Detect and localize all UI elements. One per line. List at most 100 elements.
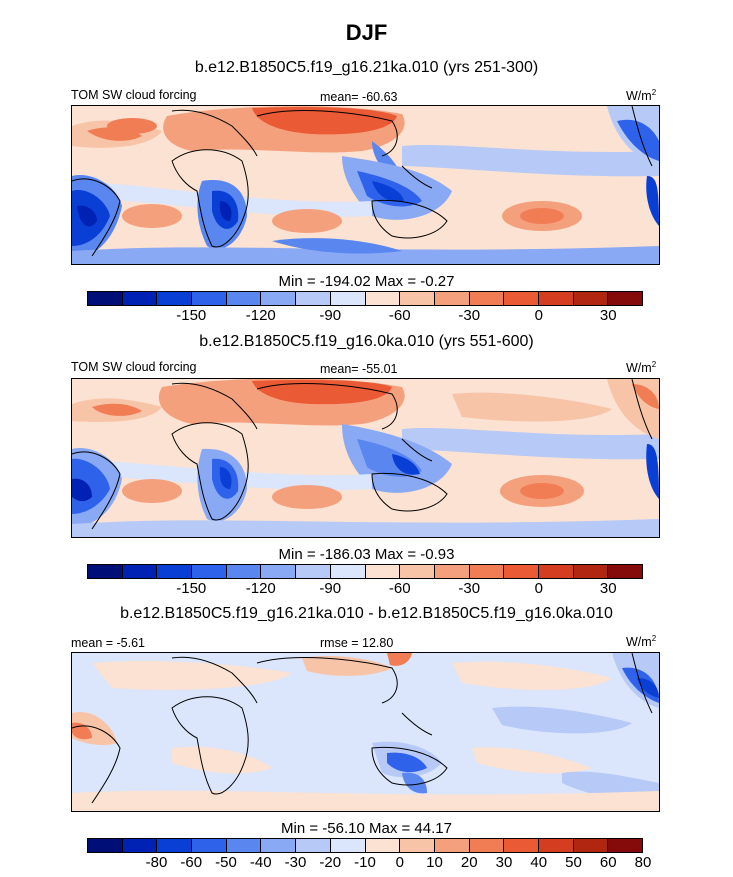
colorbar-swatch [538,565,574,578]
colorbar-swatch [296,292,331,305]
colorbar-swatch [157,292,193,305]
panel-1-units-label: W/m2 [626,88,657,104]
colorbar-swatch [226,839,262,852]
colorbar-tick-label: 30 [599,307,617,324]
figure-title: DJF [345,20,388,45]
colorbar-swatch [400,839,435,852]
colorbar-swatch [365,292,401,305]
colorbar-tick-label: -30 [284,854,307,871]
panel-1-colorbar [87,291,643,306]
colorbar-swatch [88,839,123,852]
colorbar-tick-label: -60 [180,854,203,871]
colorbar-tick-label: -90 [319,580,342,597]
colorbar-swatch [192,839,227,852]
colorbar-swatch [226,292,262,305]
panel-2-min-max: Min = -186.03 Max = -0.93 [278,546,455,563]
panel-1-colorbar-ticks: -150 -120 -90 -60 -30 0 30 [0,307,733,325]
colorbar-tick-label: -120 [245,307,276,324]
colorbar-swatch [434,839,470,852]
colorbar-tick-label: -90 [319,307,342,324]
colorbar-swatch [469,292,505,305]
colorbar-tick-label: -50 [215,854,237,871]
colorbar-swatch [122,565,158,578]
colorbar-swatch [365,839,401,852]
colorbar-tick-label: 60 [599,854,617,871]
panel-1-case-title: b.e12.B1850C5.f19_g16.21ka.010 (yrs 251-… [194,59,539,76]
colorbar-swatch [330,839,366,852]
colorbar-swatch [330,565,366,578]
colorbar-swatch [400,292,435,305]
colorbar-swatch [122,839,158,852]
panel-2-case-title: b.e12.B1850C5.f19_g16.0ka.010 (yrs 551-6… [199,333,534,350]
panel-3-case-title: b.e12.B1850C5.f19_g16.21ka.010 - b.e12.B… [120,605,613,622]
colorbar-swatch [469,565,505,578]
colorbar-swatch [192,292,227,305]
colorbar-tick-label: -30 [458,580,481,597]
colorbar-swatch [538,292,574,305]
colorbar-tick-label: 80 [634,854,652,871]
panel-2-units-label: W/m2 [626,360,657,376]
panel-2-map-field [72,379,659,537]
panel-1-map-field [72,106,659,264]
colorbar-tick-label: -80 [145,854,168,871]
panel-3-colorbar [87,838,643,853]
colorbar-tick-label: -60 [388,307,411,324]
panel-3-units-label: W/m2 [626,634,657,650]
colorbar-swatch [296,565,331,578]
colorbar-swatch [573,565,609,578]
colorbar-swatch [157,565,193,578]
panel-1-mean-label: mean= -60.63 [320,90,398,104]
colorbar-tick-label: -150 [176,580,207,597]
colorbar-swatch [504,292,539,305]
colorbar-swatch [261,292,297,305]
panel-3-map [71,652,660,812]
colorbar-swatch [88,565,123,578]
colorbar-swatch [400,565,435,578]
colorbar-swatch [504,839,539,852]
colorbar-tick-label: 20 [460,854,478,871]
colorbar-swatch [296,839,331,852]
panel-3-mean-label: mean = -5.61 [71,636,146,650]
colorbar-swatch [226,565,262,578]
colorbar-tick-label: -10 [354,854,376,871]
colorbar-swatch [330,292,366,305]
colorbar-swatch [608,565,642,578]
colorbar-tick-label: 10 [426,854,443,871]
colorbar-tick-label: 30 [599,580,617,597]
colorbar-swatch [469,839,505,852]
colorbar-tick-label: 0 [534,580,543,597]
colorbar-swatch [608,839,642,852]
colorbar-tick-label: 0 [534,307,543,324]
colorbar-tick-label: -150 [176,307,207,324]
panel-1-variable-label: TOM SW cloud forcing [71,88,197,102]
colorbar-tick-label: -60 [388,580,411,597]
colorbar-tick-label: 30 [495,854,513,871]
colorbar-tick-label: -20 [319,854,342,871]
colorbar-swatch [573,839,609,852]
panel-2-colorbar-ticks: -150 -120 -90 -60 -30 0 30 [0,580,733,598]
panel-2-variable-label: TOM SW cloud forcing [71,360,197,374]
colorbar-tick-label: -30 [458,307,481,324]
panel-3-min-max: Min = -56.10 Max = 44.17 [281,820,452,837]
panel-1-min-max: Min = -194.02 Max = -0.27 [278,273,455,290]
colorbar-swatch [261,565,297,578]
colorbar-swatch [504,565,539,578]
panel-3-colorbar-ticks: -80 -60 -50 -40 -30 -20 -10 0 10 20 30 40 50 60 80 [0,854,733,872]
colorbar-swatch [608,292,642,305]
panel-2-mean-label: mean= -55.01 [320,362,398,376]
colorbar-tick-label: 0 [395,854,404,871]
colorbar-swatch [538,839,574,852]
colorbar-swatch [88,292,123,305]
colorbar-swatch [122,292,158,305]
panel-3-map-field [72,653,659,811]
colorbar-swatch [434,565,470,578]
panel-2-colorbar [87,564,643,579]
colorbar-swatch [365,565,401,578]
colorbar-swatch [157,839,193,852]
colorbar-tick-label: -40 [249,854,272,871]
colorbar-swatch [434,292,470,305]
colorbar-swatch [192,565,227,578]
colorbar-swatch [261,839,297,852]
panel-3-rmse-label: rmse = 12.80 [320,636,394,650]
colorbar-tick-label: -120 [245,580,276,597]
